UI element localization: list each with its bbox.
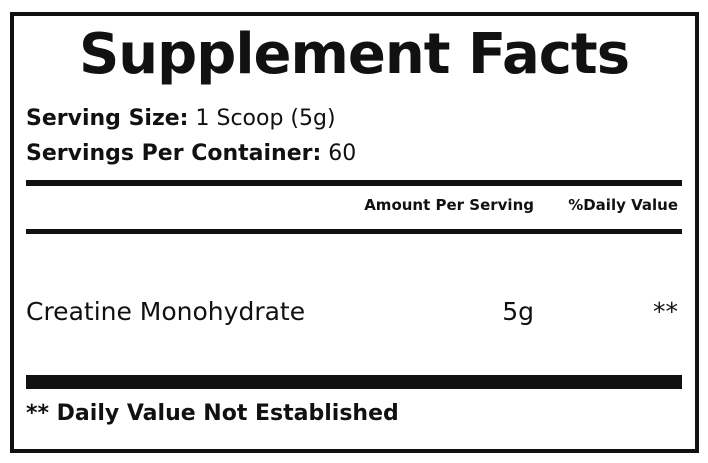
serving-size-label: Serving Size: <box>26 106 189 131</box>
servings-label: Servings Per Container: <box>26 141 322 166</box>
label-border <box>10 12 699 453</box>
serving-size-value: 1 Scoop (5g) <box>195 106 336 131</box>
column-header: %Daily Value <box>568 196 678 214</box>
servings-per-container: Servings Per Container: 60 <box>26 141 356 166</box>
ingredient-dv: ** <box>653 297 678 326</box>
rule <box>26 180 682 186</box>
ingredient-amount: 5g <box>502 297 534 326</box>
rule <box>26 229 682 234</box>
title: Supplement Facts <box>78 22 630 87</box>
servings-value: 60 <box>328 141 357 166</box>
serving-size: Serving Size: 1 Scoop (5g) <box>26 106 336 131</box>
ingredient-name: Creatine Monohydrate <box>26 297 306 326</box>
thick-rule <box>26 375 682 389</box>
column-header: Amount Per Serving <box>364 196 534 214</box>
footnote: ** Daily Value Not Established <box>26 401 399 426</box>
